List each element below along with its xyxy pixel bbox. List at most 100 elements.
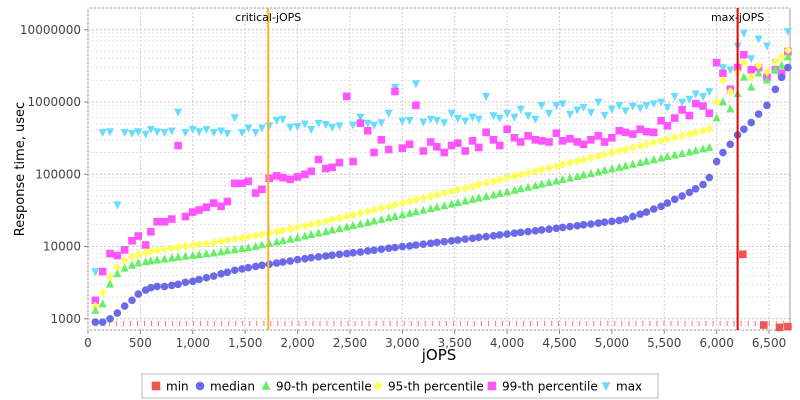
x-tick-label: 2,500 [333, 336, 367, 350]
series-99-th-percentile [91, 47, 792, 305]
data-point [230, 234, 239, 244]
data-point [328, 123, 337, 132]
axis-ticks: 0 500 1,000 1,500 2,000 2,500 3,000 3,500 4,000 4… [20, 23, 786, 350]
data-point [363, 119, 372, 128]
data-point [712, 113, 721, 122]
data-point [286, 234, 295, 243]
data-point [636, 125, 644, 134]
data-point [209, 199, 218, 207]
x-tick-label: 5,500 [647, 336, 681, 350]
data-point [510, 171, 519, 181]
data-point [537, 102, 546, 110]
data-point [691, 99, 700, 108]
data-point [524, 182, 533, 191]
legend-swatch [261, 380, 271, 390]
data-point [251, 189, 260, 197]
data-point [349, 248, 357, 257]
data-point [321, 227, 330, 236]
data-point [516, 105, 525, 114]
data-point [314, 228, 323, 237]
data-point [586, 168, 595, 177]
data-point [516, 170, 525, 180]
data-point [146, 125, 155, 134]
data-point [468, 195, 477, 203]
data-point [279, 173, 287, 182]
data-point [685, 111, 694, 120]
data-point [740, 51, 748, 59]
data-point [566, 158, 574, 168]
legend-swatch [601, 382, 611, 392]
data-point [587, 136, 595, 144]
data-point [160, 217, 169, 226]
data-point [678, 106, 686, 114]
data-point [384, 213, 393, 222]
data-point [726, 87, 735, 96]
data-point [739, 29, 748, 38]
data-point [244, 124, 253, 133]
data-point [740, 125, 748, 134]
data-point [195, 275, 203, 284]
data-point [153, 128, 162, 137]
data-point [503, 230, 511, 238]
data-point [160, 282, 169, 291]
data-point [531, 166, 540, 176]
data-point [762, 75, 771, 84]
data-point [607, 148, 616, 158]
data-point [461, 196, 470, 205]
data-point [195, 239, 203, 249]
data-point [405, 116, 414, 125]
data-point [489, 231, 498, 240]
data-point [238, 129, 247, 138]
data-point [503, 187, 512, 196]
data-point [747, 82, 756, 91]
data-point [607, 164, 616, 173]
data-point [342, 211, 351, 221]
data-point [188, 125, 197, 134]
data-point [691, 90, 700, 99]
data-point [573, 156, 582, 166]
data-point [685, 147, 694, 156]
data-point [699, 92, 708, 101]
data-point [468, 181, 477, 191]
data-point [363, 217, 372, 226]
data-point [209, 248, 218, 257]
data-point [202, 203, 211, 212]
data-point [433, 190, 441, 200]
data-point [468, 113, 477, 122]
data-point [411, 80, 420, 89]
data-point [188, 250, 197, 259]
series-median [91, 63, 792, 326]
data-point [167, 253, 176, 262]
data-point [370, 121, 379, 130]
data-point [537, 137, 546, 145]
data-point [699, 102, 707, 110]
data-point [615, 216, 624, 225]
data-point [558, 137, 567, 145]
data-point [223, 197, 232, 206]
data-point [314, 155, 323, 164]
data-point [719, 148, 727, 157]
data-point [747, 118, 756, 127]
x-tick-label: 2,000 [280, 336, 314, 350]
data-point [454, 139, 462, 147]
data-point [447, 109, 456, 118]
data-point [783, 28, 792, 37]
data-point [134, 249, 143, 259]
data-point [279, 258, 287, 266]
data-point [181, 278, 190, 287]
data-point [202, 273, 211, 282]
data-point [370, 205, 378, 215]
x-tick-label: 1,000 [176, 336, 210, 350]
data-point [238, 233, 246, 243]
data-point [301, 254, 309, 263]
data-point [278, 236, 287, 245]
data-point [685, 188, 694, 197]
data-point [300, 120, 309, 129]
data-point [146, 246, 155, 256]
grid-lines [87, 7, 790, 331]
data-point [113, 269, 122, 278]
data-point [174, 141, 182, 150]
data-point [587, 220, 595, 228]
legend-label: min [166, 380, 189, 394]
data-point [217, 247, 226, 256]
